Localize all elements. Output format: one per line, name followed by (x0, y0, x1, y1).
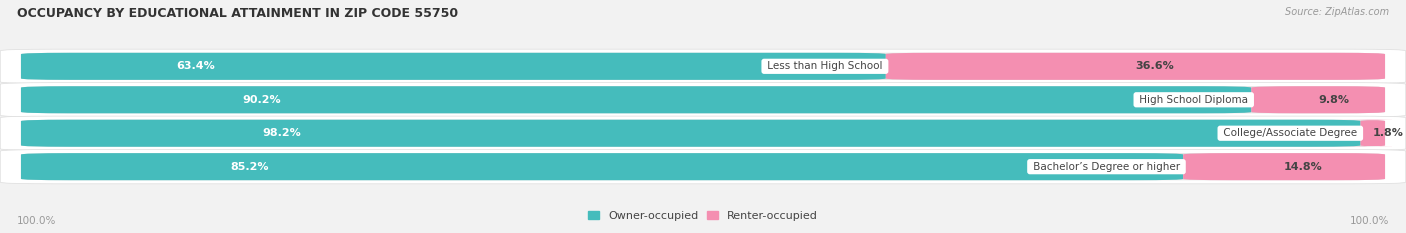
FancyBboxPatch shape (21, 86, 1251, 113)
Text: 98.2%: 98.2% (262, 128, 301, 138)
FancyBboxPatch shape (21, 53, 886, 80)
FancyBboxPatch shape (0, 150, 1406, 184)
Text: 100.0%: 100.0% (17, 216, 56, 226)
FancyBboxPatch shape (1337, 120, 1406, 147)
Text: High School Diploma: High School Diploma (1136, 95, 1251, 105)
Text: Less than High School: Less than High School (763, 61, 886, 71)
FancyBboxPatch shape (1184, 153, 1385, 180)
Text: Bachelor’s Degree or higher: Bachelor’s Degree or higher (1029, 162, 1184, 172)
Text: 100.0%: 100.0% (1350, 216, 1389, 226)
Text: 1.8%: 1.8% (1372, 128, 1403, 138)
Legend: Owner-occupied, Renter-occupied: Owner-occupied, Renter-occupied (583, 206, 823, 225)
Text: 14.8%: 14.8% (1284, 162, 1323, 172)
Text: 36.6%: 36.6% (1136, 61, 1174, 71)
Text: 9.8%: 9.8% (1319, 95, 1350, 105)
FancyBboxPatch shape (21, 153, 1184, 180)
FancyBboxPatch shape (886, 53, 1385, 80)
FancyBboxPatch shape (0, 116, 1406, 150)
Text: 85.2%: 85.2% (231, 162, 269, 172)
Text: Source: ZipAtlas.com: Source: ZipAtlas.com (1285, 7, 1389, 17)
FancyBboxPatch shape (21, 120, 1385, 147)
FancyBboxPatch shape (21, 153, 1385, 180)
Text: 63.4%: 63.4% (177, 61, 215, 71)
FancyBboxPatch shape (1251, 86, 1385, 113)
Text: 90.2%: 90.2% (242, 95, 281, 105)
FancyBboxPatch shape (21, 86, 1385, 113)
FancyBboxPatch shape (21, 120, 1361, 147)
FancyBboxPatch shape (0, 83, 1406, 117)
Text: College/Associate Degree: College/Associate Degree (1220, 128, 1361, 138)
FancyBboxPatch shape (21, 53, 1385, 80)
FancyBboxPatch shape (0, 49, 1406, 83)
Text: OCCUPANCY BY EDUCATIONAL ATTAINMENT IN ZIP CODE 55750: OCCUPANCY BY EDUCATIONAL ATTAINMENT IN Z… (17, 7, 458, 20)
